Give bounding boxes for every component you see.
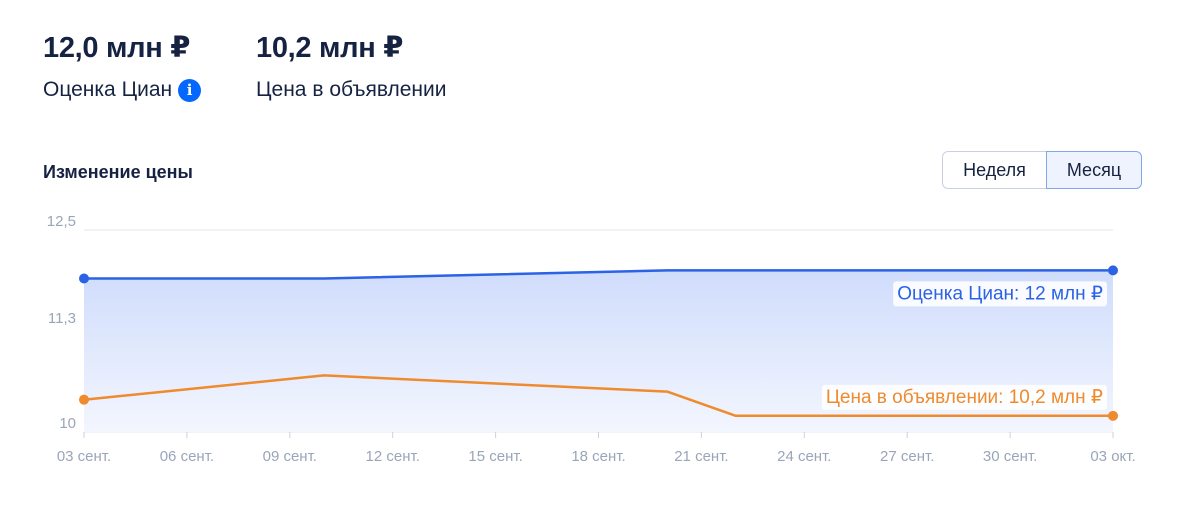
x-tick-label: 09 сент. [263, 448, 317, 465]
x-tick-label: 18 сент. [571, 448, 625, 465]
y-tick-label: 10 [59, 415, 76, 432]
series-point-end[interactable] [1108, 410, 1118, 421]
y-tick-label: 11,3 [48, 310, 76, 327]
series-value-label: Оценка Циан: 12 млн ₽ [897, 283, 1103, 304]
x-tick-label: 06 сент. [160, 448, 214, 465]
stat-estimate-label-row: Оценка Циан i [43, 76, 202, 104]
series-value-label: Цена в объявлении: 10,2 млн ₽ [826, 387, 1103, 408]
x-tick-label: 21 сент. [674, 448, 728, 465]
info-icon[interactable]: i [178, 78, 202, 102]
x-tick-label: 03 сент. [57, 448, 111, 465]
series-line-1 [83, 374, 1113, 418]
x-tick-label: 03 окт. [1090, 448, 1135, 465]
x-tick-label: 27 сент. [880, 448, 934, 465]
series-point-end[interactable] [1108, 265, 1118, 276]
stat-listing-label-row: Цена в объявлении [256, 76, 447, 104]
stat-estimate-value: 12,0 млн ₽ [43, 32, 191, 64]
x-tick-label: 30 сент. [983, 448, 1037, 465]
section-title: Изменение цены [43, 162, 193, 182]
series-point-start[interactable] [79, 273, 89, 284]
series-point-start[interactable] [79, 394, 89, 405]
x-tick-label: 24 сент. [777, 448, 831, 465]
period-month-button[interactable]: Месяц [1046, 151, 1142, 189]
stat-estimate: 12,0 млн ₽ Оценка Циан i [43, 30, 202, 104]
stat-listing-label: Цена в объявлении [256, 78, 447, 101]
y-tick-label: 12,5 [47, 213, 76, 230]
stat-listing: 10,2 млн ₽ Цена в объявлении [256, 30, 447, 104]
series-value-label-bg [821, 384, 1107, 410]
series-line-0 [84, 269, 1113, 280]
series-value-label-bg [893, 281, 1107, 307]
x-tick-label: 15 сент. [468, 448, 522, 465]
stat-listing-value: 10,2 млн ₽ [256, 32, 404, 64]
x-tick-label: 12 сент. [366, 448, 420, 465]
period-toggle: Неделя Месяц [942, 151, 1142, 189]
stat-estimate-label: Оценка Циан [43, 78, 173, 101]
